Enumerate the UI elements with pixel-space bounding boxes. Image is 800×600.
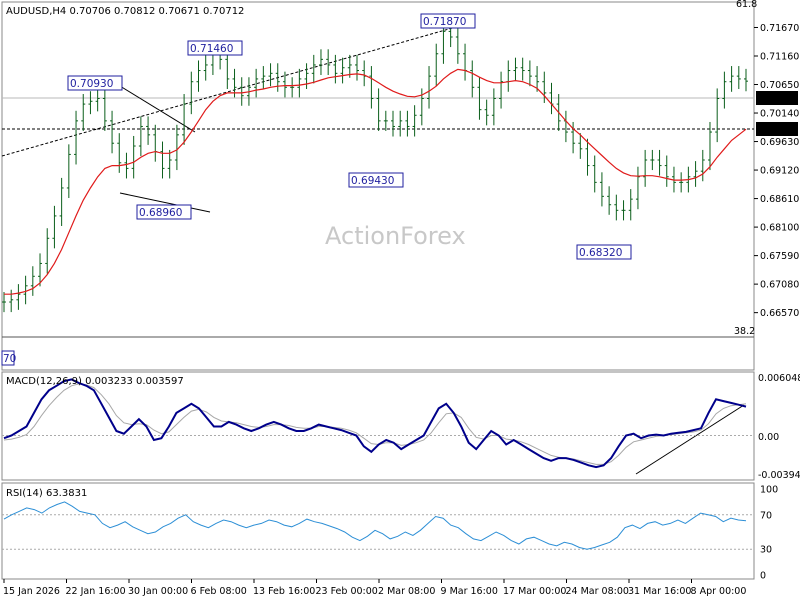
x-tick-label: 2 Mar 08:00 (378, 586, 435, 597)
macd-header: MACD(12,26,9) 0.003233 0.003597 (6, 376, 184, 387)
price-tick-label: 0.66570 (760, 308, 799, 319)
x-tick-label: 17 Mar 00:00 (503, 586, 566, 597)
annotation-6: 70 (3, 353, 16, 365)
x-tick-label: 31 Mar 16:00 (628, 586, 691, 597)
annotation-label: 0.68960 (136, 204, 192, 220)
triangle-lower-line (119, 192, 211, 213)
current-price-value: 0.70712 (759, 94, 798, 105)
macd-tick-top: 0.006048 (758, 373, 800, 384)
annotation-label: 70 (1, 350, 16, 366)
rsi-tick-label: 30 (760, 545, 772, 556)
rsi-tick-label: 0 (760, 571, 766, 582)
price-tick-label: 0.70650 (760, 80, 799, 91)
macd-panel-frame (1, 371, 755, 481)
price-tick-label: 0.71160 (760, 52, 799, 63)
macd-tick-zero: 0.00 (758, 432, 779, 443)
annotation-1: 0.71460 (190, 43, 233, 55)
x-tick-label: 15 Jan 2026 (3, 586, 60, 597)
rsi-panel-frame (1, 482, 755, 580)
rsi-axis: 100 70 30 0 (760, 485, 778, 582)
annotation-label: 0.71460 (187, 40, 243, 56)
annotation-label: 0.70930 (67, 75, 123, 91)
rising-trendline (1, 22, 471, 157)
fib-38-label: 38.2 (734, 326, 755, 337)
resistance-tag: 0.70210 (756, 122, 798, 136)
price-tick-label: 0.70140 (760, 109, 799, 120)
symbol-header: AUDUSD,H4 0.70706 0.70812 0.70671 0.7071… (6, 6, 244, 17)
rsi-tick-label: 100 (760, 485, 778, 496)
annotation-label: 0.71870 (420, 13, 476, 29)
current-price-tag: 0.70712 (756, 91, 798, 105)
macd-line (3, 378, 747, 469)
annotation-0: 0.70930 (70, 78, 113, 90)
annotation-label: 0.69430 (348, 172, 404, 188)
price-axis: 0.71670 0.71160 0.70650 0.70140 0.69630 0.691… (754, 23, 799, 319)
annotation-2: 0.71870 (423, 16, 466, 28)
rsi-line (3, 501, 747, 550)
annotation-label: 0.68320 (576, 244, 632, 260)
price-tick-label: 0.67080 (760, 280, 799, 291)
watermark: ActionForex (325, 222, 466, 250)
price-tick-label: 0.69120 (760, 166, 799, 177)
annotation-5: 0.68320 (579, 247, 622, 259)
rsi-header: RSI(14) 63.3831 (6, 488, 87, 499)
x-tick-label: 9 Mar 16:00 (441, 586, 498, 597)
x-tick-label: 8 Apr 00:00 (691, 586, 747, 597)
macd-signal-line (3, 383, 747, 465)
price-tick-label: 0.68610 (760, 194, 799, 205)
annotation-3: 0.68960 (139, 207, 182, 219)
fib-top-label: 61.8 (736, 0, 757, 10)
price-panel-frame (1, 1, 755, 371)
triangle-upper-line (119, 85, 196, 133)
annotation-4: 0.69430 (351, 175, 394, 187)
rsi-levels (2, 514, 754, 550)
price-tick-label: 0.69630 (760, 137, 799, 148)
x-tick-label: 30 Jan 00:00 (128, 586, 188, 597)
x-tick-label: 6 Feb 08:00 (191, 586, 247, 597)
macd-tick-bottom: -0.00394 (758, 470, 800, 481)
x-tick-label: 23 Feb 00:00 (316, 586, 378, 597)
moving-average-line (4, 68, 747, 295)
x-tick-label: 13 Feb 16:00 (253, 586, 315, 597)
time-axis: 15 Jan 2026 22 Jan 16:00 30 Jan 00:00 6 Feb… (3, 579, 746, 597)
price-tick-label: 0.67590 (760, 251, 799, 262)
macd-trendline (635, 404, 745, 475)
x-tick-label: 22 Jan 16:00 (66, 586, 126, 597)
price-tick-label: 0.68100 (760, 223, 799, 234)
resistance-value: 0.70210 (759, 125, 798, 136)
rsi-tick-label: 70 (760, 510, 772, 521)
x-tick-label: 24 Mar 08:00 (566, 586, 629, 597)
price-tick-label: 0.71670 (760, 23, 799, 34)
